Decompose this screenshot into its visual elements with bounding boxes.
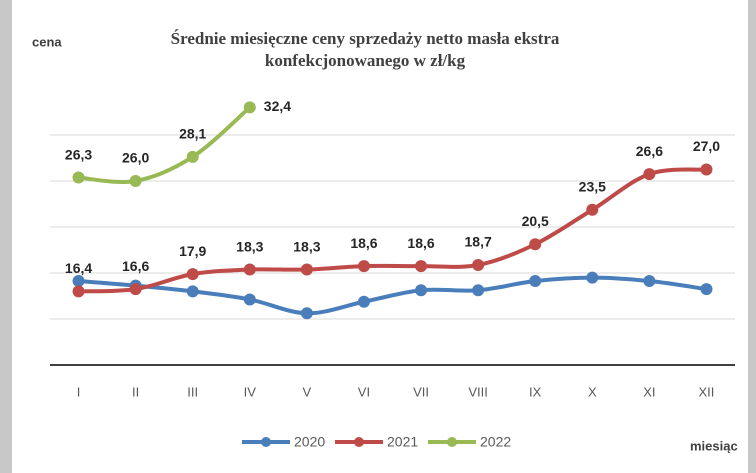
data-point: [243, 263, 256, 276]
data-point: [700, 283, 713, 296]
x-tick-label: XII: [699, 384, 715, 399]
legend-marker: [261, 437, 271, 447]
x-tick-label: IX: [529, 384, 542, 399]
data-point: [72, 171, 85, 184]
data-label: 18,6: [350, 235, 377, 251]
data-point: [415, 260, 428, 273]
data-point: [529, 275, 542, 288]
x-axis-label: miesiąc: [690, 438, 738, 453]
data-point: [243, 101, 256, 114]
data-point: [129, 283, 142, 296]
data-point: [243, 293, 256, 306]
y-axis-label: cena: [32, 34, 62, 49]
x-tick-label: VII: [413, 384, 429, 399]
data-label: 28,1: [179, 126, 206, 142]
x-tick-label: IV: [244, 384, 257, 399]
data-label: 20,5: [522, 213, 549, 229]
data-label: 23,5: [579, 178, 606, 194]
chart-subtitle: konfekcjonowanego w zł/kg: [265, 51, 466, 70]
data-point: [586, 271, 599, 284]
data-point: [300, 307, 313, 320]
data-point: [186, 268, 199, 281]
data-label: 18,3: [236, 238, 263, 254]
data-point: [186, 285, 199, 298]
data-point: [129, 175, 142, 187]
data-label: 18,7: [465, 234, 492, 250]
x-tick-label: V: [303, 384, 312, 399]
x-tick-label: III: [187, 384, 198, 399]
data-label: 26,3: [65, 146, 92, 162]
data-point: [643, 168, 656, 181]
legend-label: 2020: [294, 434, 325, 450]
data-point: [186, 150, 199, 163]
data-point: [357, 260, 370, 273]
data-label: 32,4: [264, 98, 291, 114]
x-tick-label: XI: [643, 384, 655, 399]
data-label: 26,0: [122, 150, 149, 166]
data-point: [72, 275, 85, 288]
data-point: [472, 284, 485, 297]
data-point: [72, 285, 85, 298]
data-point: [415, 284, 428, 297]
data-point: [643, 275, 656, 288]
data-label: 26,6: [636, 143, 663, 159]
chart-title: Średnie miesięczne ceny sprzedaży netto …: [171, 29, 560, 48]
x-tick-label: VI: [358, 384, 370, 399]
legend-label: 2021: [387, 434, 418, 450]
x-tick-label: I: [77, 384, 81, 399]
data-label: 18,3: [293, 238, 320, 254]
x-tick-label: II: [132, 384, 139, 399]
x-tick-label: VIII: [468, 384, 488, 399]
series-line: [78, 105, 252, 184]
data-label: 27,0: [693, 138, 720, 154]
data-label: 18,6: [407, 235, 434, 251]
data-label: 16,6: [122, 258, 149, 274]
data-label: 16,4: [65, 260, 92, 276]
legend-marker: [354, 437, 364, 447]
chart-area: [12, 0, 748, 473]
legend-label: 2022: [480, 434, 511, 450]
x-tick-label: X: [588, 384, 597, 399]
legend-marker: [447, 437, 457, 447]
data-point: [357, 295, 370, 308]
data-point: [529, 238, 542, 251]
data-point: [700, 163, 713, 176]
data-label: 17,9: [179, 243, 206, 259]
data-point: [300, 263, 313, 276]
data-point: [586, 203, 599, 216]
data-point: [472, 258, 485, 271]
